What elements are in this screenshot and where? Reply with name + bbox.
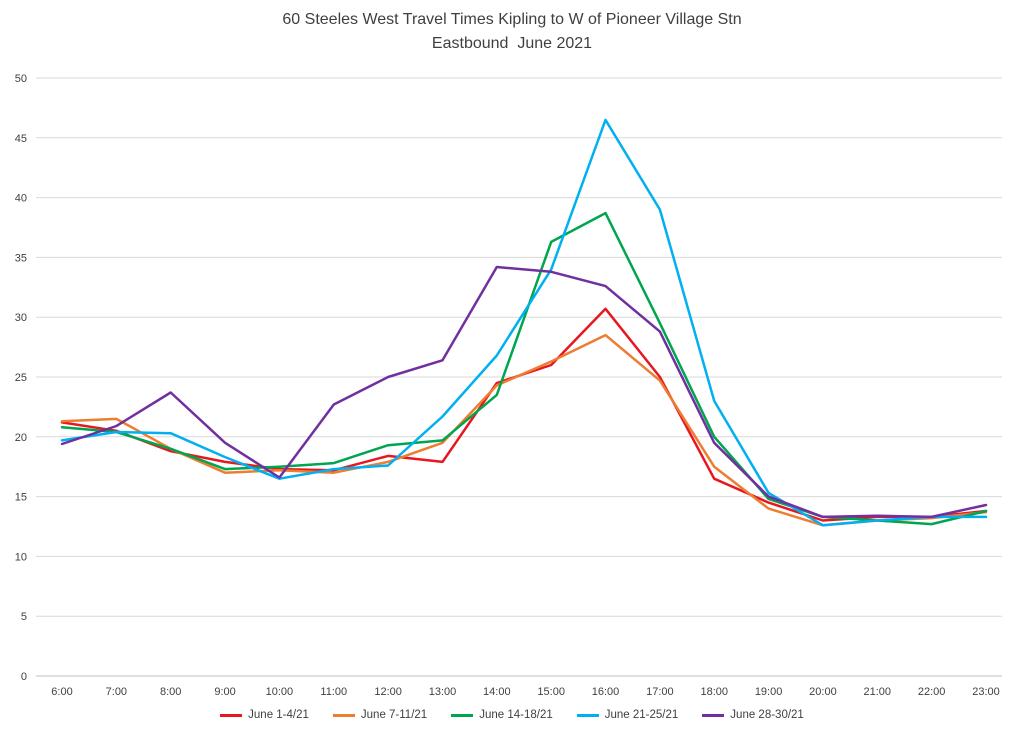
legend-label: June 1-4/21 [248,709,309,721]
legend-item: June 1-4/21 [220,709,309,721]
chart-subtitle: Eastbound June 2021 [431,35,593,52]
legend-line-marker [451,713,474,717]
y-axis-tick-label: 25 [15,372,27,384]
legend-label: June 7-11/21 [360,709,428,721]
x-axis-tick-label: 16:00 [592,686,620,698]
y-axis-tick-label: 45 [15,133,27,145]
legend-line-marker [702,713,725,717]
x-axis-tick-label: 13:00 [429,686,457,698]
legend-item: June 14-18/21 [451,709,553,721]
chart-title: 60 Steeles West Travel Times Kipling to … [282,11,742,28]
x-axis-tick-label: 8:00 [160,686,181,698]
y-axis-tick-label: 15 [15,492,27,504]
legend-label: June 14-18/21 [479,709,553,721]
series-line-3 [60,211,988,526]
series-line-4 [60,118,988,527]
x-axis-tick-label: 7:00 [106,686,127,698]
y-axis-tick-label: 0 [21,671,27,683]
y-axis-tick-label: 10 [15,551,27,563]
y-axis-tick-label: 5 [21,611,27,623]
x-axis-tick-label: 12:00 [374,686,402,698]
y-axis-tick-label: 35 [15,252,27,264]
x-axis-tick-label: 22:00 [918,686,946,698]
legend-line-marker [220,713,243,717]
x-axis-tick-label: 11:00 [320,686,347,698]
y-axis-tick-label: 40 [15,193,27,205]
legend-line-marker [576,713,599,717]
x-axis-tick-label: 6:00 [51,686,72,698]
x-axis-tick-label: 10:00 [266,686,294,698]
legend-line-marker [332,713,355,717]
x-axis-tick-label: 21:00 [864,686,892,698]
series-line-1 [60,307,988,522]
legend-label: June 28-30/21 [730,709,804,721]
legend-item: June 21-25/21 [576,709,679,721]
chart-legend: June 1-4/21 June 7-11/21 June 14-18/21 June… [0,709,1024,721]
y-axis-tick-label: 30 [15,312,27,324]
x-axis-tick-label: 19:00 [755,686,783,698]
legend-item: June 28-30/21 [702,709,804,721]
x-axis-tick-label: 18:00 [700,686,728,698]
x-axis-tick-label: 17:00 [646,686,674,698]
legend-label: June 21-25/21 [604,709,679,721]
y-axis-tick-label: 50 [15,73,27,85]
legend-item: June 7-11/21 [332,709,428,721]
x-axis-tick-label: 23:00 [972,686,1000,698]
y-axis-tick-label: 20 [15,432,27,444]
x-axis-tick-label: 15:00 [537,686,565,698]
x-axis-tick-label: 20:00 [809,686,837,698]
x-axis-tick-label: 9:00 [214,686,235,698]
series-line-5 [60,265,988,519]
x-axis-tick-label: 14:00 [483,686,511,698]
